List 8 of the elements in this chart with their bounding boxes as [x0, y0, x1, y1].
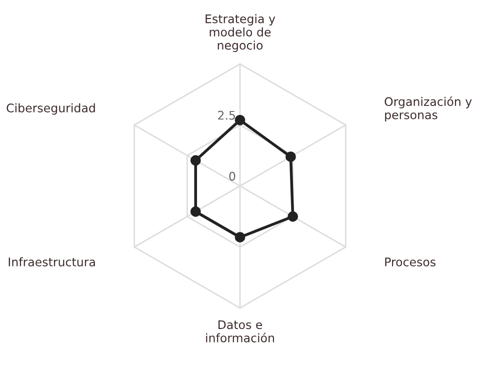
spoke-label: Ciberseguridad [6, 103, 95, 115]
spoke-label: Datos e información [206, 320, 274, 342]
y-tick-label: 0 [229, 172, 236, 181]
spoke-label: Estrategia y modelo de negocio [206, 14, 276, 52]
y-tick-label: 2.5 [218, 110, 235, 120]
spoke-label: Procesos [385, 258, 436, 266]
spoke-label: Infraestructura [8, 257, 95, 266]
spoke-label: Organización y personas [384, 96, 472, 122]
